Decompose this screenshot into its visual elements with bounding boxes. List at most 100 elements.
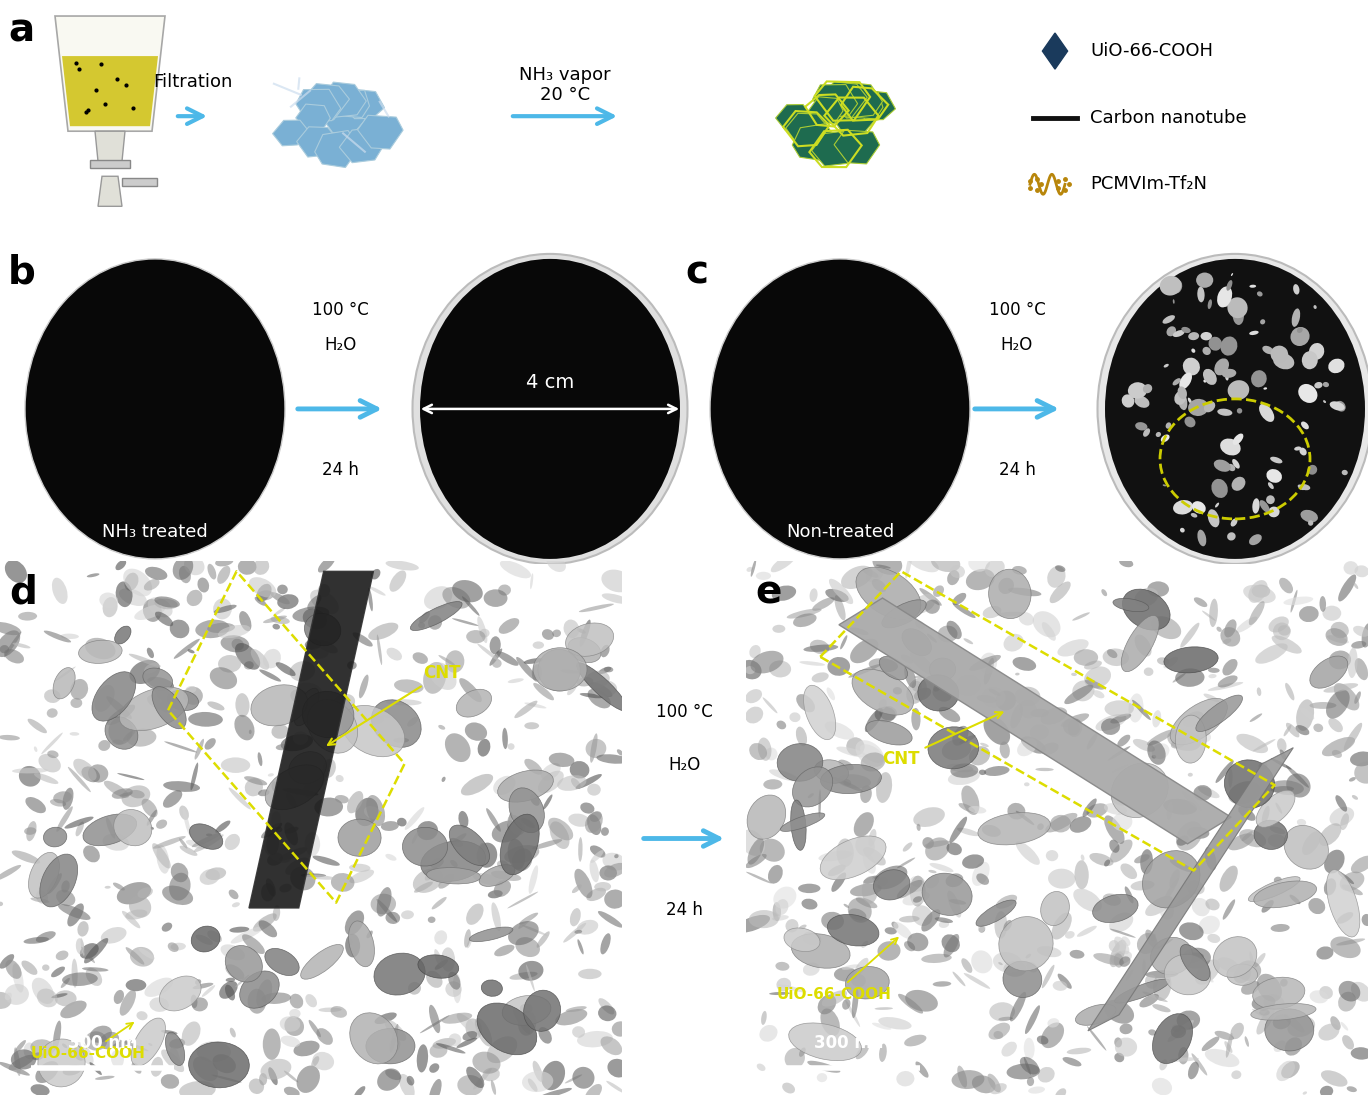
Ellipse shape bbox=[978, 770, 986, 775]
Ellipse shape bbox=[1327, 635, 1349, 644]
Ellipse shape bbox=[196, 620, 230, 638]
Ellipse shape bbox=[442, 947, 456, 971]
Ellipse shape bbox=[30, 1084, 49, 1095]
Ellipse shape bbox=[1105, 258, 1365, 558]
Ellipse shape bbox=[1134, 634, 1152, 657]
Ellipse shape bbox=[1081, 854, 1085, 861]
Ellipse shape bbox=[1274, 622, 1290, 641]
Ellipse shape bbox=[189, 712, 223, 727]
Ellipse shape bbox=[564, 620, 579, 638]
Ellipse shape bbox=[866, 721, 912, 745]
Ellipse shape bbox=[107, 704, 135, 725]
Ellipse shape bbox=[516, 657, 536, 680]
Ellipse shape bbox=[417, 955, 458, 978]
Ellipse shape bbox=[123, 729, 135, 741]
Text: Carbon nanotube: Carbon nanotube bbox=[1090, 110, 1246, 127]
Ellipse shape bbox=[787, 609, 822, 619]
Ellipse shape bbox=[1270, 781, 1304, 795]
Ellipse shape bbox=[1320, 1086, 1334, 1095]
Ellipse shape bbox=[979, 653, 997, 673]
Ellipse shape bbox=[1144, 428, 1150, 437]
Ellipse shape bbox=[521, 925, 547, 935]
Ellipse shape bbox=[353, 633, 372, 647]
Ellipse shape bbox=[999, 1017, 1012, 1021]
Ellipse shape bbox=[1060, 713, 1089, 727]
Ellipse shape bbox=[1109, 840, 1119, 853]
Ellipse shape bbox=[569, 761, 590, 779]
Ellipse shape bbox=[1267, 469, 1282, 483]
Ellipse shape bbox=[1127, 382, 1146, 399]
Polygon shape bbox=[785, 113, 828, 143]
Ellipse shape bbox=[817, 1073, 828, 1082]
Ellipse shape bbox=[1152, 1077, 1172, 1095]
Ellipse shape bbox=[1205, 846, 1216, 871]
Ellipse shape bbox=[1016, 738, 1037, 757]
Ellipse shape bbox=[963, 638, 973, 644]
Ellipse shape bbox=[1224, 620, 1237, 637]
Ellipse shape bbox=[138, 948, 155, 959]
Ellipse shape bbox=[75, 821, 83, 837]
Ellipse shape bbox=[1187, 1062, 1198, 1080]
Ellipse shape bbox=[1122, 936, 1130, 946]
Ellipse shape bbox=[1194, 597, 1208, 607]
Ellipse shape bbox=[1041, 707, 1067, 725]
Ellipse shape bbox=[802, 899, 818, 910]
Ellipse shape bbox=[912, 593, 936, 613]
Ellipse shape bbox=[1285, 1014, 1304, 1033]
Ellipse shape bbox=[63, 787, 74, 810]
Ellipse shape bbox=[1293, 284, 1300, 295]
Ellipse shape bbox=[1140, 994, 1159, 1007]
Ellipse shape bbox=[56, 890, 75, 907]
Ellipse shape bbox=[83, 845, 100, 863]
Ellipse shape bbox=[1301, 422, 1309, 429]
Ellipse shape bbox=[371, 894, 397, 914]
Ellipse shape bbox=[1182, 791, 1202, 811]
Ellipse shape bbox=[1252, 995, 1275, 1011]
Ellipse shape bbox=[747, 795, 785, 839]
Ellipse shape bbox=[1235, 616, 1257, 633]
Ellipse shape bbox=[803, 685, 836, 739]
Ellipse shape bbox=[1231, 518, 1238, 527]
Ellipse shape bbox=[751, 650, 784, 673]
Ellipse shape bbox=[1130, 787, 1140, 808]
Ellipse shape bbox=[1111, 714, 1131, 724]
Ellipse shape bbox=[1274, 1040, 1286, 1052]
Ellipse shape bbox=[1334, 683, 1360, 711]
Ellipse shape bbox=[390, 570, 406, 591]
Ellipse shape bbox=[1228, 833, 1254, 851]
Ellipse shape bbox=[190, 994, 197, 1008]
Ellipse shape bbox=[949, 565, 964, 578]
Ellipse shape bbox=[1097, 254, 1368, 564]
Ellipse shape bbox=[587, 784, 601, 796]
Ellipse shape bbox=[420, 258, 680, 558]
Ellipse shape bbox=[242, 934, 265, 954]
Ellipse shape bbox=[1264, 388, 1267, 390]
Ellipse shape bbox=[1142, 959, 1146, 977]
Ellipse shape bbox=[131, 1062, 141, 1074]
Ellipse shape bbox=[947, 890, 962, 918]
Ellipse shape bbox=[491, 1080, 497, 1095]
Ellipse shape bbox=[776, 961, 789, 970]
Ellipse shape bbox=[1342, 885, 1363, 896]
Ellipse shape bbox=[434, 949, 443, 968]
Ellipse shape bbox=[906, 990, 938, 1012]
Ellipse shape bbox=[553, 630, 561, 637]
Ellipse shape bbox=[490, 648, 502, 666]
Ellipse shape bbox=[580, 803, 595, 814]
Ellipse shape bbox=[911, 708, 921, 730]
Ellipse shape bbox=[1148, 581, 1170, 597]
Ellipse shape bbox=[856, 897, 877, 908]
Ellipse shape bbox=[1164, 364, 1168, 368]
Ellipse shape bbox=[1226, 373, 1228, 381]
Ellipse shape bbox=[617, 749, 624, 756]
Ellipse shape bbox=[1361, 623, 1368, 647]
Text: 20 °C: 20 °C bbox=[540, 87, 590, 104]
Ellipse shape bbox=[1178, 391, 1187, 411]
Ellipse shape bbox=[142, 599, 161, 622]
Polygon shape bbox=[834, 130, 880, 164]
Ellipse shape bbox=[469, 927, 513, 942]
Ellipse shape bbox=[36, 890, 48, 904]
Ellipse shape bbox=[508, 839, 525, 869]
Ellipse shape bbox=[897, 857, 915, 868]
Ellipse shape bbox=[580, 693, 603, 699]
